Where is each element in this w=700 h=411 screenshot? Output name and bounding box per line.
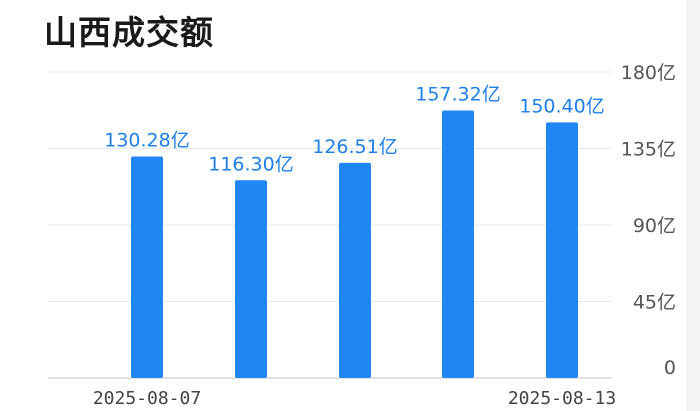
data-label: 126.51亿 (312, 136, 397, 158)
right-edge-strip (686, 0, 700, 411)
y-tick-label: 135亿 (621, 139, 676, 161)
data-label: 157.32亿 (415, 84, 500, 106)
chart-title: 山西成交额 (44, 13, 214, 52)
x-tick-label: 2025-08-13 (508, 388, 616, 409)
y-tick-label: 90亿 (633, 215, 676, 237)
data-label: 150.40亿 (519, 95, 604, 117)
bar (339, 162, 371, 378)
data-label: 130.28亿 (104, 130, 189, 152)
bar (442, 110, 474, 378)
bar (235, 180, 267, 378)
y-tick-label: 180亿 (621, 62, 676, 84)
x-tick-label: 2025-08-07 (93, 388, 201, 409)
y-tick-label: 0 (664, 357, 676, 379)
data-label: 116.30亿 (208, 153, 293, 175)
bar (546, 122, 578, 378)
y-tick-label: 45亿 (633, 292, 676, 314)
bar (131, 156, 163, 378)
